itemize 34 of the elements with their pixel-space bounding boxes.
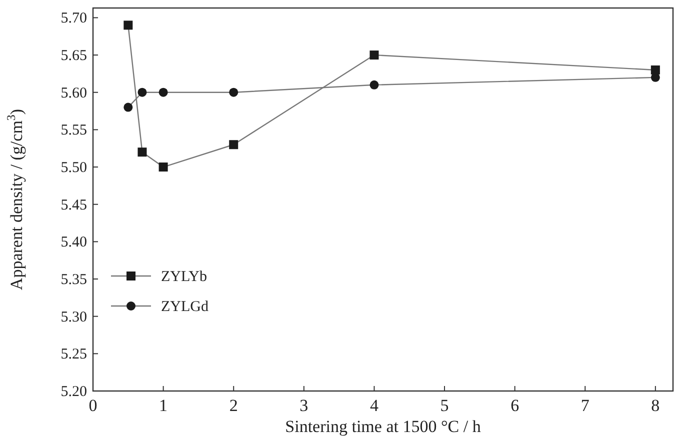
y-tick-label: 5.30 bbox=[60, 309, 87, 326]
point bbox=[229, 140, 238, 150]
legend-label: ZYLYb bbox=[161, 269, 207, 285]
y-tick-label: 5.45 bbox=[60, 197, 87, 214]
point bbox=[370, 80, 379, 90]
x-tick-label: 3 bbox=[300, 396, 308, 415]
point bbox=[138, 88, 147, 97]
x-tick-label: 6 bbox=[510, 396, 520, 415]
x-tick-label: 1 bbox=[159, 396, 168, 415]
point bbox=[124, 20, 133, 30]
y-tick-label: 5.40 bbox=[60, 234, 87, 251]
y-tick-label: 5.70 bbox=[60, 10, 87, 27]
y-tick-label: 5.65 bbox=[60, 48, 87, 64]
x-tick-label: 2 bbox=[229, 396, 238, 415]
point bbox=[650, 65, 660, 74]
legend-label: ZYLGd bbox=[161, 299, 209, 315]
x-tick-label: 8 bbox=[651, 396, 660, 415]
x-axis-title: Sintering time at 1500 °C / h bbox=[285, 417, 482, 436]
y-tick-label: 5.55 bbox=[60, 122, 87, 139]
point bbox=[370, 50, 379, 60]
x-tick-label: 4 bbox=[370, 396, 379, 415]
point bbox=[138, 148, 147, 157]
point bbox=[158, 162, 168, 172]
y-tick-label: 5.25 bbox=[60, 346, 87, 363]
x-tick-label: 5 bbox=[440, 396, 449, 415]
point bbox=[229, 88, 238, 97]
y-tick-label: 5.50 bbox=[60, 160, 87, 176]
y-tick-label: 5.20 bbox=[60, 384, 87, 400]
point bbox=[124, 102, 133, 112]
x-tick-label: 0 bbox=[88, 396, 98, 415]
y-tick-label: 5.35 bbox=[60, 272, 87, 288]
y-tick-label: 5.60 bbox=[60, 85, 87, 102]
x-tick-label: 7 bbox=[580, 396, 590, 415]
point bbox=[158, 88, 168, 97]
